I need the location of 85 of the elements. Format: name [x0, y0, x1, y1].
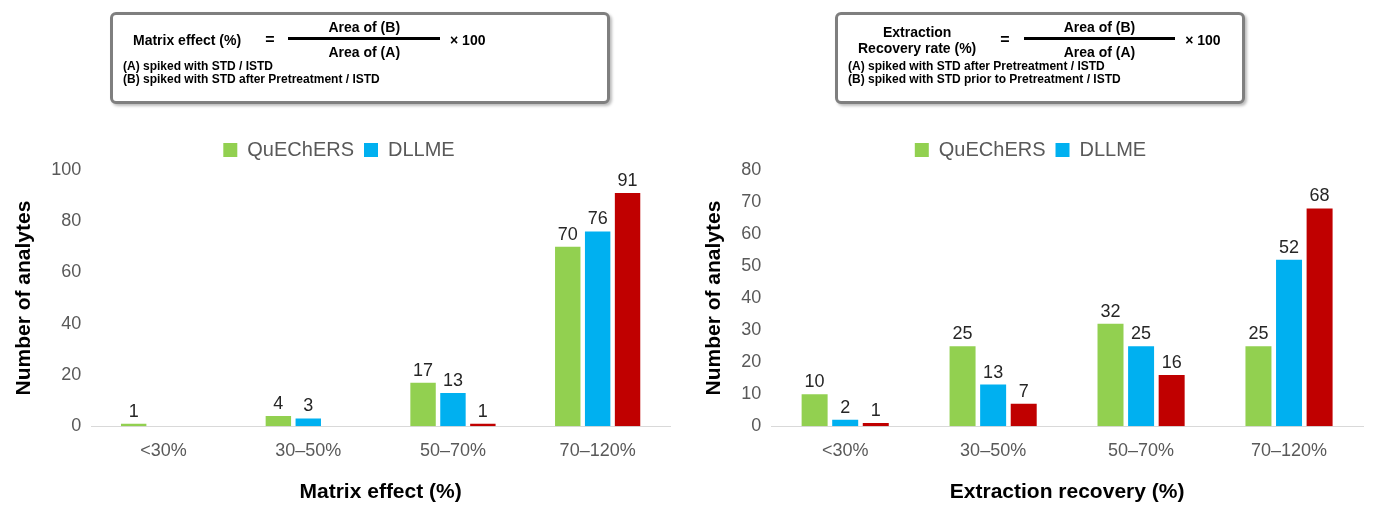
y-tick-label: 100	[51, 158, 82, 179]
x-axis-title: Extraction recovery (%)	[949, 479, 1185, 503]
bar	[862, 423, 889, 427]
data-label: 17	[413, 359, 434, 380]
legend-label: DLLME	[388, 137, 455, 160]
bar	[1306, 208, 1333, 427]
text: =	[999, 30, 1011, 49]
bar	[980, 384, 1007, 427]
text: Area of (B)	[1023, 19, 1176, 40]
bar	[1158, 374, 1185, 427]
x-axis-title: Matrix effect (%)	[299, 479, 462, 503]
bar	[1128, 346, 1155, 427]
text: × 100	[449, 31, 486, 48]
bar	[440, 392, 466, 427]
data-label: 76	[587, 208, 608, 229]
bar	[1245, 346, 1272, 427]
data-label: 1	[128, 400, 139, 421]
y-tick-label: 60	[61, 261, 82, 282]
legend-label: QuEChERS	[938, 137, 1046, 160]
bar	[265, 415, 292, 427]
text: Extraction Recovery rate (%)	[857, 23, 978, 56]
y-tick-label: 0	[71, 415, 82, 436]
x-tick-label: 30–50%	[275, 439, 342, 460]
y-tick-label: 20	[741, 351, 762, 372]
data-label: 3	[303, 395, 314, 416]
bar	[1097, 323, 1124, 427]
bar	[555, 246, 581, 427]
y-axis-title: Number of analytes	[701, 200, 725, 396]
data-label: 25	[952, 323, 973, 344]
data-label: 1	[477, 400, 488, 421]
legend-label: DLLME	[1079, 137, 1147, 160]
text: Matrix effect (%)	[132, 31, 243, 48]
x-tick-label: 50–70%	[419, 439, 486, 460]
data-label: 16	[1161, 351, 1182, 372]
y-tick-label: 70	[741, 190, 762, 211]
y-tick-label: 50	[741, 255, 762, 276]
x-tick-label: 70–120%	[559, 439, 636, 460]
data-label: 4	[273, 392, 284, 413]
data-label: 25	[1248, 323, 1269, 344]
x-tick-label: 50–70%	[1108, 439, 1175, 460]
y-axis-title: Number of analytes	[11, 200, 35, 396]
bar	[949, 346, 976, 427]
data-label: 13	[442, 369, 463, 390]
y-tick-label: 20	[61, 363, 82, 384]
y-tick-label: 10	[741, 383, 762, 404]
data-label: 7	[1018, 380, 1029, 401]
data-label: 68	[1309, 185, 1330, 206]
bar	[801, 394, 828, 427]
bar	[1010, 403, 1037, 427]
data-label: 91	[617, 170, 638, 191]
bar	[614, 193, 641, 427]
bar	[410, 382, 436, 427]
data-label: 1	[870, 399, 881, 420]
text: (A) spiked with STD / ISTD	[123, 59, 274, 73]
bar	[584, 231, 611, 427]
text: Area of (A)	[1063, 43, 1136, 60]
data-label: 13	[983, 361, 1004, 382]
bar	[832, 419, 859, 427]
data-label: 70	[557, 223, 578, 244]
data-label: 25	[1131, 323, 1152, 344]
x-tick-label: <30%	[140, 439, 187, 460]
text: × 100	[1184, 31, 1221, 48]
y-tick-label: 40	[741, 287, 762, 308]
x-tick-label: <30%	[821, 439, 869, 460]
text: Area of (B)	[288, 19, 441, 40]
text: =	[264, 30, 276, 49]
y-tick-label: 0	[751, 415, 762, 436]
data-label: 2	[840, 396, 851, 417]
legend-label: QuEChERS	[247, 137, 355, 160]
y-tick-label: 40	[61, 312, 82, 333]
x-tick-label: 30–50%	[960, 439, 1027, 460]
bar	[295, 418, 321, 427]
y-tick-label: 80	[741, 158, 762, 179]
data-label: 10	[804, 371, 825, 392]
text: Area of (A)	[328, 43, 401, 60]
x-tick-label: 70–120%	[1250, 439, 1328, 460]
text: (B) spiked with STD prior to Pretreatment / ISTD	[848, 72, 1122, 86]
y-tick-label: 60	[741, 223, 762, 244]
data-label: 32	[1100, 300, 1121, 321]
data-label: 52	[1279, 236, 1300, 257]
text: (A) spiked with STD after Pretreatment / ISTD	[848, 59, 1106, 73]
y-tick-label: 30	[741, 319, 762, 340]
text: (B) spiked with STD after Pretreatment / ISTD	[123, 72, 381, 86]
y-tick-label: 80	[61, 210, 82, 231]
bar	[1276, 259, 1303, 427]
